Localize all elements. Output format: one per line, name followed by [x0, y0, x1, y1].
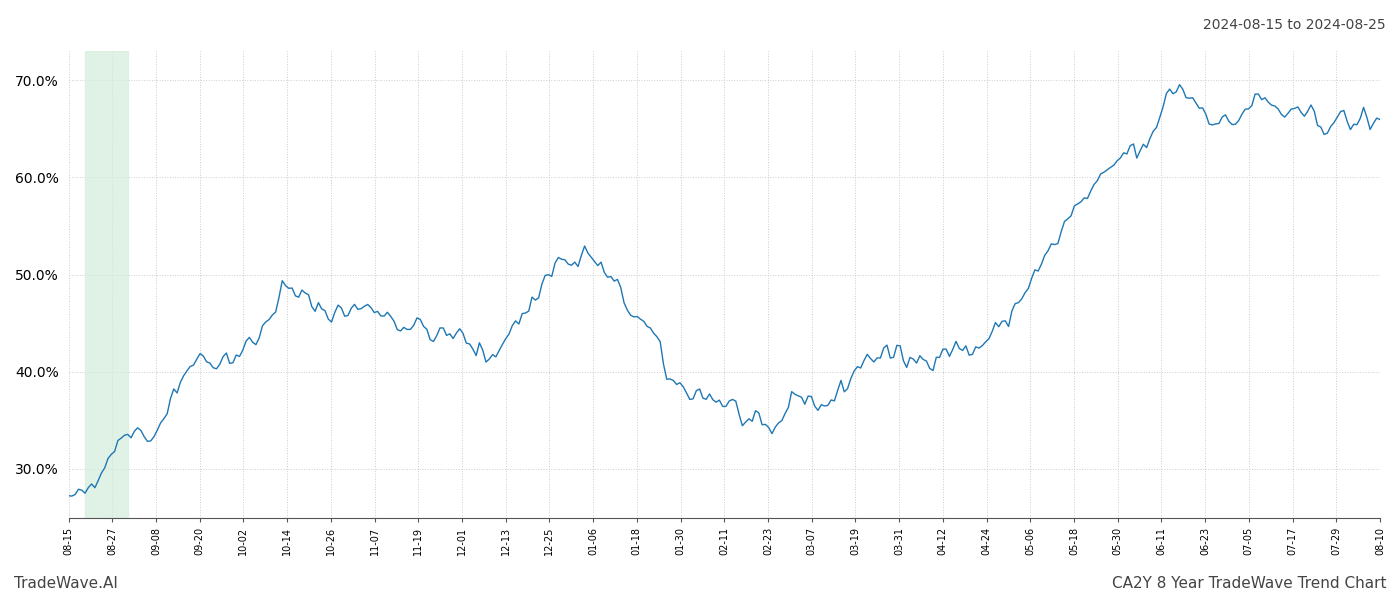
- Bar: [85, 51, 127, 518]
- Text: 2024-08-15 to 2024-08-25: 2024-08-15 to 2024-08-25: [1204, 18, 1386, 32]
- Text: TradeWave.AI: TradeWave.AI: [14, 576, 118, 591]
- Text: CA2Y 8 Year TradeWave Trend Chart: CA2Y 8 Year TradeWave Trend Chart: [1112, 576, 1386, 591]
